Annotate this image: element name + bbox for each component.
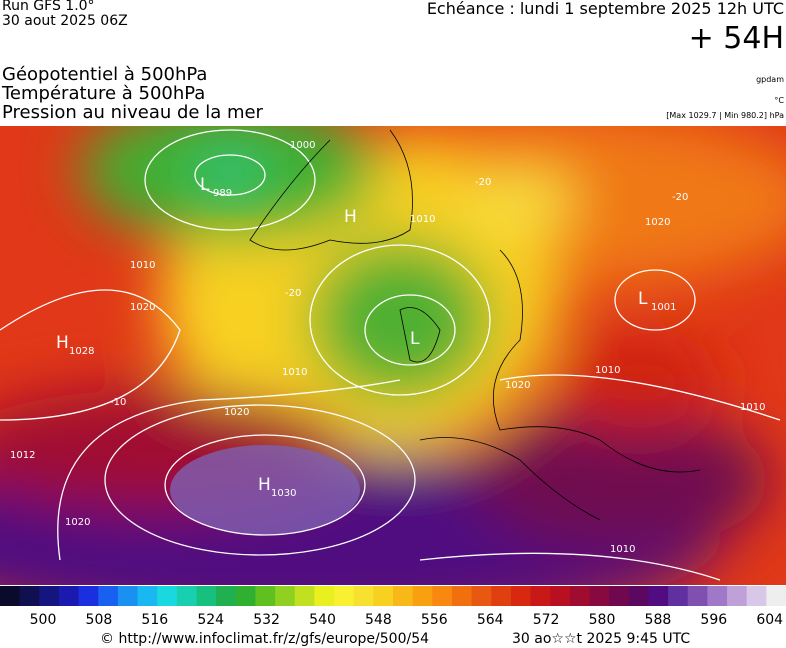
color-swatch: [314, 586, 335, 606]
color-swatch: [412, 586, 433, 606]
lead: + 54H: [689, 21, 784, 56]
color-swatch: [510, 586, 532, 606]
color-swatch: [117, 586, 139, 606]
color-swatch: [668, 586, 689, 606]
line1: Géopotentiel à 500hPa: [2, 64, 207, 85]
color-swatch: [235, 586, 256, 606]
isobar-label: 1020: [505, 380, 530, 391]
isobar-label: 1010: [282, 367, 307, 378]
color-swatch: [471, 586, 492, 606]
center-letter: H: [258, 475, 271, 495]
center-letter: H: [344, 207, 357, 227]
colorbar-label: 524: [197, 612, 224, 628]
color-swatch: [746, 586, 767, 606]
color-swatch: [766, 586, 786, 606]
color-swatch: [196, 586, 217, 606]
color-swatch: [609, 586, 630, 606]
isobar-label: 1020: [130, 302, 155, 313]
color-swatch: [275, 586, 296, 606]
isobar-label: 1010: [610, 544, 635, 555]
color-swatch: [39, 586, 60, 606]
footer-url: © http://www.infoclimat.fr/z/gfs/europe/…: [100, 631, 429, 647]
run-date: 30 aout 2025 06Z: [2, 13, 128, 29]
isobar-label: 1010: [740, 402, 765, 413]
color-swatch: [530, 586, 551, 606]
isobar-label: 1012: [10, 450, 35, 461]
map: [0, 126, 786, 585]
isobar-label: 1020: [65, 517, 90, 528]
color-swatch: [176, 586, 197, 606]
color-swatch: [0, 586, 21, 606]
isobar-label: 1010: [130, 260, 155, 271]
forecast: Echéance : lundi 1 septembre 2025 12h UT…: [427, 0, 784, 18]
color-swatch: [373, 586, 394, 606]
color-swatch: [432, 586, 453, 606]
colorbar-label: 564: [477, 612, 504, 628]
colorbar-label: 604: [756, 612, 783, 628]
colorbar-label: 500: [30, 612, 57, 628]
color-swatch: [687, 586, 708, 606]
color-swatch: [550, 586, 571, 606]
center-letter: H: [56, 333, 69, 353]
color-swatch: [707, 586, 728, 606]
colorbar-label: 596: [700, 612, 727, 628]
color-swatch: [294, 586, 315, 606]
isobar-label: 1020: [224, 407, 249, 418]
color-swatch: [334, 586, 355, 606]
color-swatch: [216, 586, 237, 606]
isobar-label: -20: [475, 177, 491, 188]
color-swatch: [58, 586, 80, 606]
color-swatch: [569, 586, 590, 606]
colorbar-label: 572: [533, 612, 560, 628]
footer-time: 30 ao☆☆t 2025 9:45 UTC: [512, 631, 690, 647]
color-swatch: [589, 586, 610, 606]
isobar-label: 1010: [595, 365, 620, 376]
line3: Pression au niveau de la mer: [2, 102, 264, 123]
isobar-label: 1000: [290, 140, 315, 151]
color-swatch: [628, 586, 649, 606]
color-swatch: [78, 586, 99, 606]
color-swatch: [98, 586, 119, 606]
line2: Température à 500hPa: [1, 83, 205, 104]
isobar-label: -10: [110, 397, 126, 408]
color-swatch: [19, 586, 40, 606]
colorbar-label: 548: [365, 612, 392, 628]
isobar-label: -20: [672, 192, 688, 203]
isobar-label: -20: [285, 288, 301, 299]
color-swatch: [648, 586, 669, 606]
center-letter: L: [638, 289, 648, 309]
isobar-label: 1010: [410, 214, 435, 225]
colorbar-label: 516: [141, 612, 168, 628]
center-letter: L: [410, 329, 420, 349]
center-value: 1030: [271, 488, 296, 499]
color-swatch: [255, 586, 276, 606]
isobar-label: 1020: [645, 217, 670, 228]
color-swatch: [393, 586, 414, 606]
color-swatch: [137, 586, 158, 606]
colorbar-label: 532: [253, 612, 280, 628]
center-value: 1001: [651, 302, 676, 313]
colorbar-label: 508: [86, 612, 113, 628]
color-swatch: [727, 586, 748, 606]
unit1: gpdam: [756, 75, 784, 84]
colorbar-label: 540: [309, 612, 336, 628]
colorbar-label: 556: [421, 612, 448, 628]
colorbar: 500 508 516 524 532 540 548 556 564 572 580 588 596 6…: [0, 586, 786, 628]
color-swatch: [353, 586, 374, 606]
color-swatch: [491, 586, 512, 606]
unit2: °C: [774, 96, 784, 105]
color-swatch: [157, 586, 178, 606]
center-letter: L: [200, 175, 210, 195]
color-swatch: [451, 586, 473, 606]
colorbar-label: 588: [645, 612, 672, 628]
range: [Max 1029.7 | Min 980.2] hPa: [666, 111, 784, 120]
center-value: 1028: [69, 346, 94, 357]
center-value: 989: [213, 188, 232, 199]
run: Run GFS 1.0°: [2, 0, 95, 14]
colorbar-label: 580: [589, 612, 616, 628]
